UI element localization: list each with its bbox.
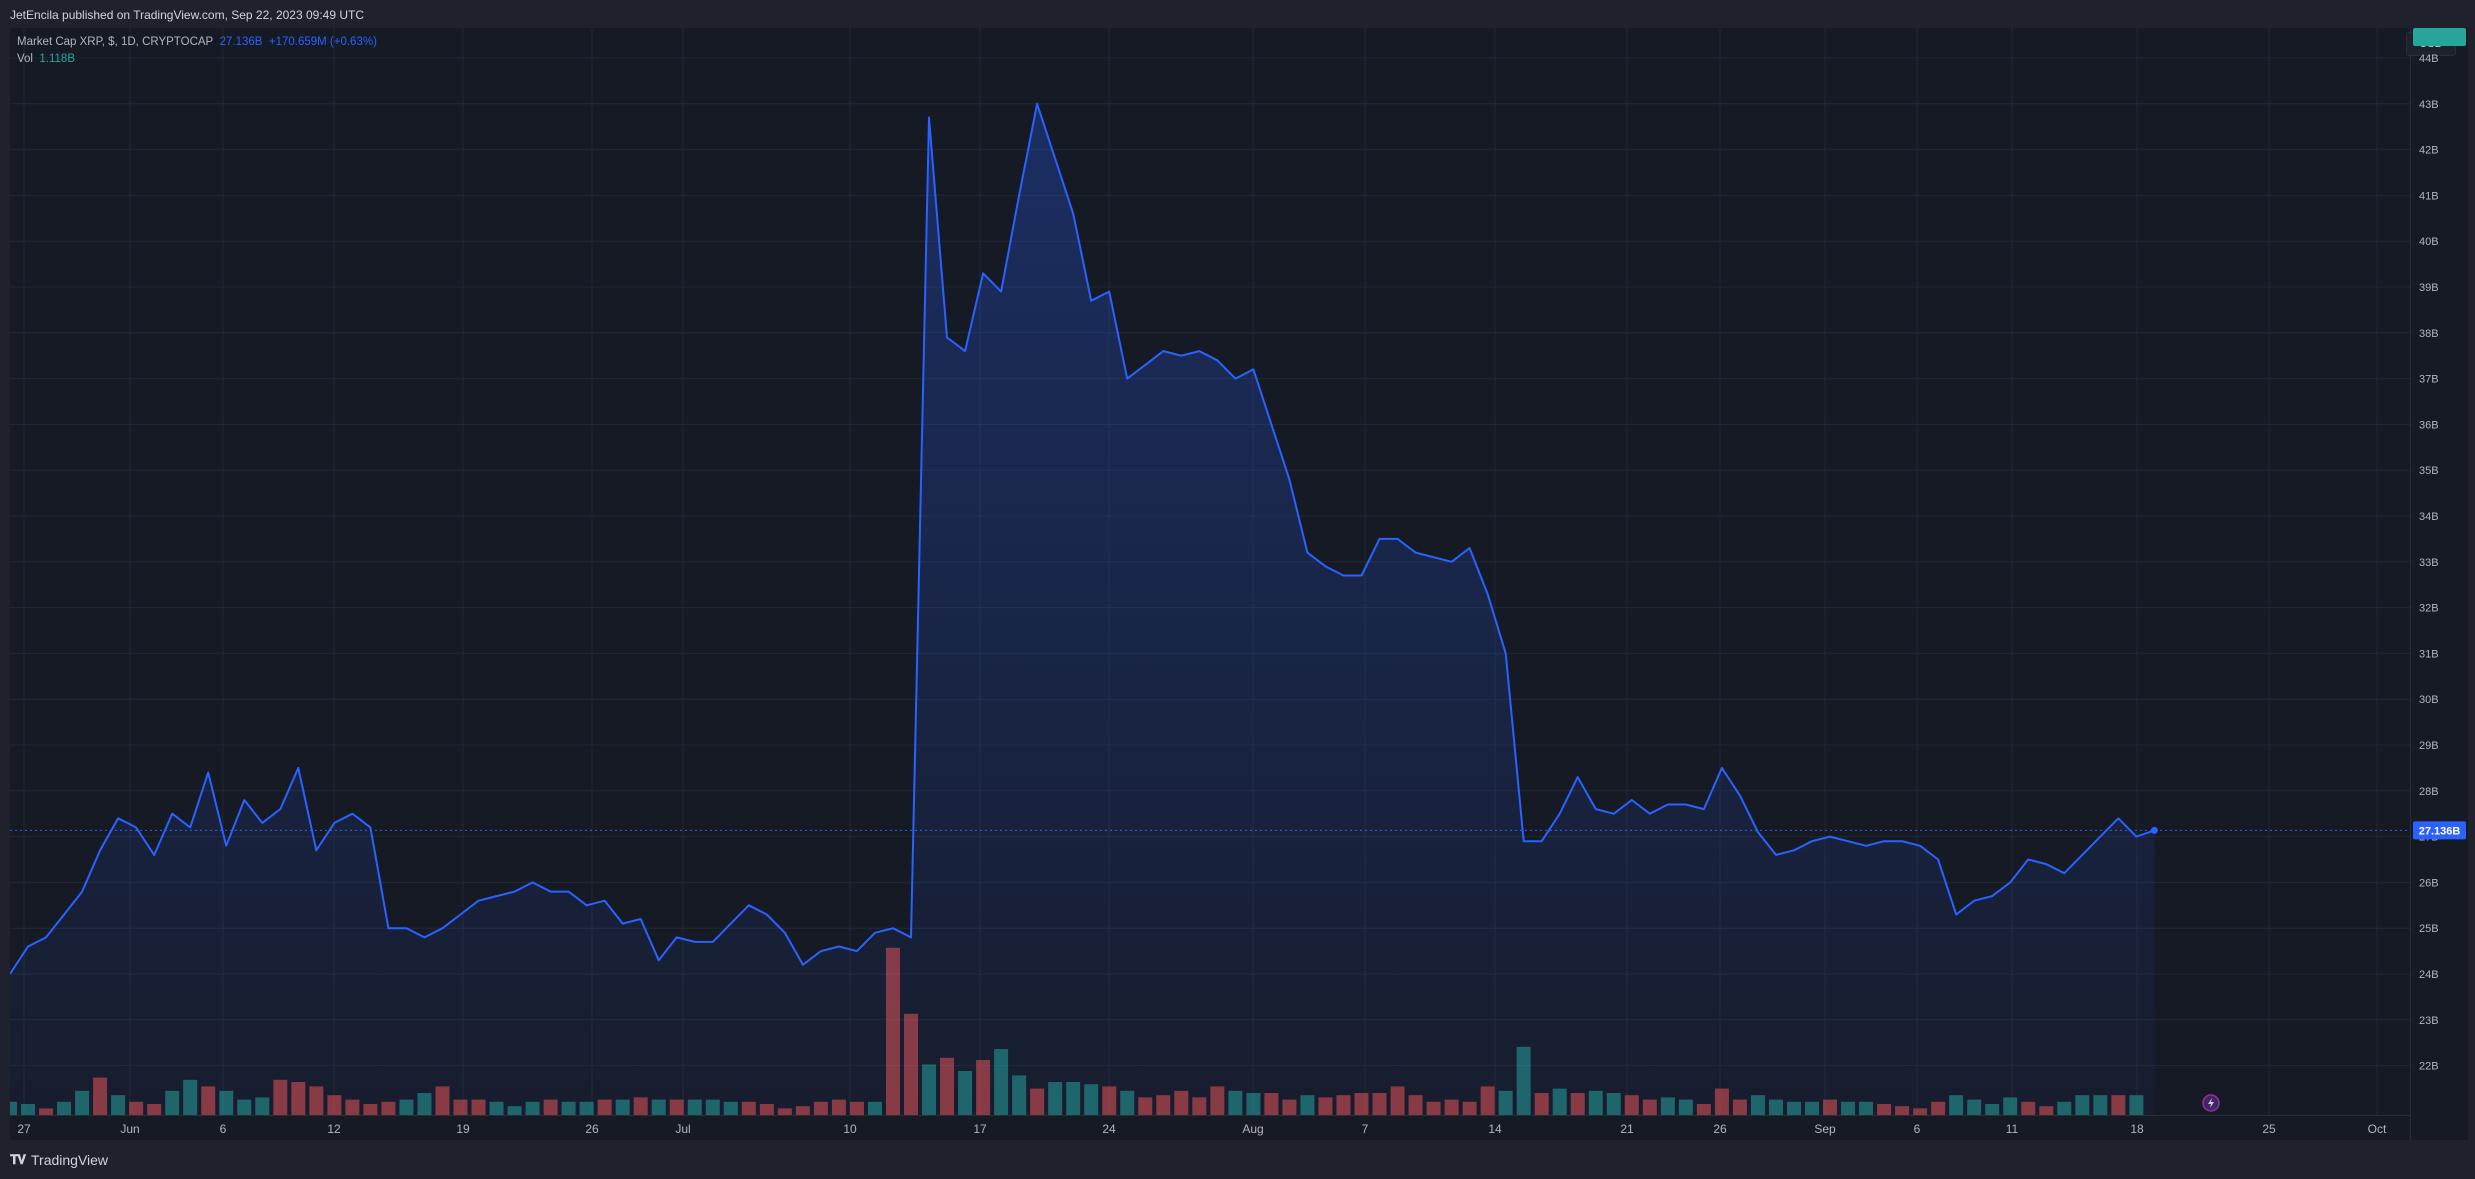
time-axis-label: 11 [2006, 1122, 2019, 1136]
time-axis-label: 17 [973, 1122, 987, 1136]
time-axis-label: 24 [1102, 1122, 1116, 1136]
time-axis-label: 21 [1620, 1122, 1634, 1136]
tradingview-logo[interactable]: 𝐓𝐕 TradingView [10, 1152, 108, 1168]
chart-frame[interactable]: Market Cap XRP, $, 1D, CRYPTOCAP 27.136B… [10, 28, 2468, 1141]
publisher-line: JetEncila published on TradingView.com, … [10, 8, 364, 22]
time-axis-label: 19 [456, 1122, 470, 1136]
price-axis-tick: 24B [2419, 969, 2439, 981]
legend-value: 27.136B [219, 36, 263, 48]
svg-text:1.118B: 1.118B [2422, 28, 2457, 31]
price-axis-tick: 22B [2419, 1061, 2439, 1073]
price-axis-tick: 30B [2419, 694, 2439, 706]
price-axis[interactable]: USD 44B 43B 42B 41B 40B 39B 38B 37B 36B 35B 34B 33B… [2406, 28, 2468, 1140]
market-cap-area-fill [10, 103, 2155, 1115]
price-axis-tick: 35B [2419, 465, 2439, 477]
price-axis-tick: 31B [2419, 648, 2439, 660]
time-axis-label: Jun [120, 1122, 139, 1136]
legend-symbol: Market Cap XRP, $, 1D, CRYPTOCAP [17, 36, 214, 48]
price-axis-tick: 40B [2419, 236, 2439, 248]
price-axis-tick: 37B [2419, 374, 2439, 386]
chart-legend: Market Cap XRP, $, 1D, CRYPTOCAP 27.136B… [17, 34, 377, 68]
time-axis-label: 27 [17, 1122, 31, 1136]
svg-text:27.136B: 27.136B [2419, 825, 2461, 837]
price-axis-tick: 38B [2419, 328, 2439, 340]
tradingview-brand: TradingView [31, 1152, 109, 1168]
price-axis-tick: 26B [2419, 877, 2439, 889]
last-price-dot [2150, 826, 2158, 834]
time-axis-label: Aug [1242, 1122, 1263, 1136]
price-axis-tick: 25B [2419, 923, 2439, 935]
price-axis-tick: 29B [2419, 740, 2439, 752]
market-cap-line[interactable] [10, 102, 2155, 975]
price-axis-tick: 23B [2419, 1015, 2439, 1027]
legend-vol-value: 1.118B [39, 53, 75, 65]
time-axis-label: 6 [220, 1122, 227, 1136]
time-axis-label: 25 [2262, 1122, 2276, 1136]
tradingview-logo-icon: 𝐓𝐕 [10, 1152, 26, 1167]
price-axis-tick: 42B [2419, 145, 2439, 157]
time-axis-label: 10 [843, 1122, 857, 1136]
time-axis-label: 6 [1914, 1122, 1921, 1136]
time-axis-label: Sep [1814, 1122, 1836, 1136]
legend-change: +170.659M (+0.63%) [268, 36, 377, 48]
time-axis[interactable]: 27 Jun 6 12 19 26 Jul 10 17 24 Aug 7 14 21 26 Sep 6 11 18 2… [10, 1115, 2410, 1141]
legend-vol-label: Vol [17, 53, 33, 65]
price-badge: 27.136B [2413, 821, 2466, 840]
price-axis-tick: 43B [2419, 99, 2439, 111]
price-axis-tick: 27B [2419, 832, 2439, 844]
currency-button[interactable]: USD [2406, 32, 2456, 56]
time-axis-label: 18 [2130, 1122, 2144, 1136]
chart-plot-area[interactable] [10, 28, 2410, 1115]
time-axis-label: 14 [1488, 1122, 1502, 1136]
price-axis-tick: 41B [2419, 190, 2439, 202]
time-axis-label: Jul [675, 1122, 690, 1136]
price-axis-tick: 39B [2419, 282, 2439, 294]
price-axis-tick: 32B [2419, 603, 2439, 615]
time-axis-label: 26 [585, 1122, 599, 1136]
price-axis-tick: 28B [2419, 786, 2439, 798]
time-axis-label: 26 [1713, 1122, 1727, 1136]
price-axis-tick: 36B [2419, 419, 2439, 431]
time-axis-label: 12 [327, 1122, 341, 1136]
price-axis-tick: 34B [2419, 511, 2439, 523]
lightning-icon[interactable] [2202, 1094, 2220, 1112]
bottom-bar: 𝐓𝐕 TradingView [0, 1140, 2475, 1179]
time-axis-label: Oct [2368, 1122, 2387, 1136]
time-axis-label: 7 [1362, 1122, 1369, 1136]
top-bar: JetEncila published on TradingView.com, … [0, 0, 2475, 28]
price-axis-tick: 33B [2419, 557, 2439, 569]
